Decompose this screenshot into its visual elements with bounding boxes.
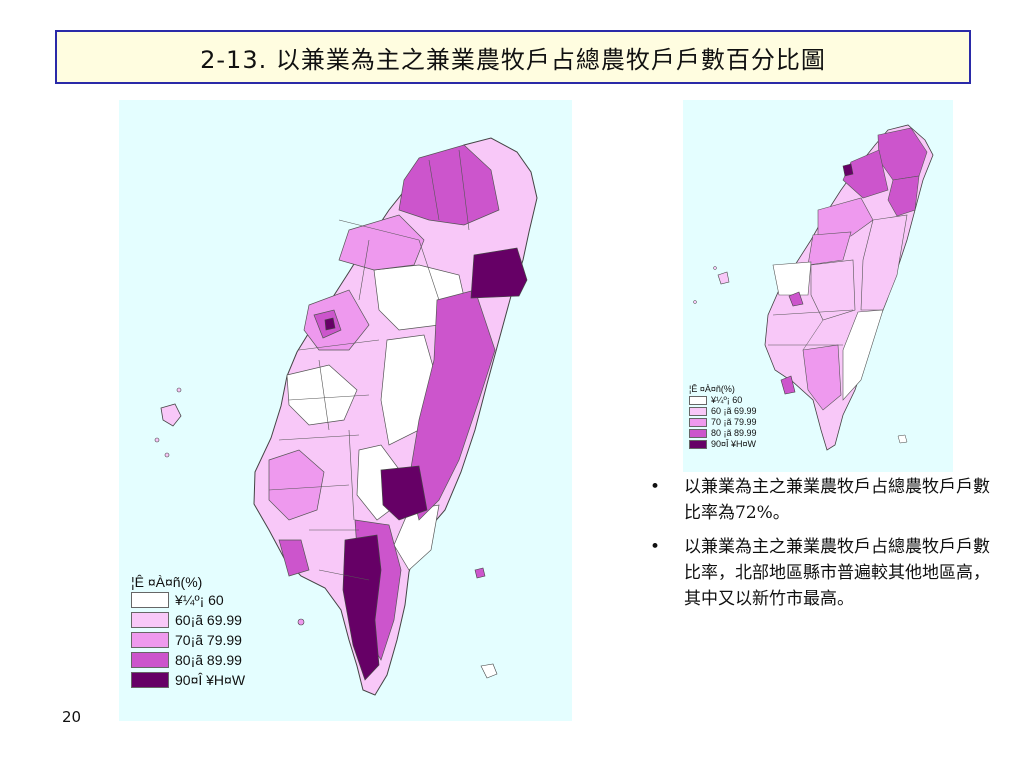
map-legend: ¦Ê ¤À¤ñ(%) ¥¼º¡ 60 60¡ã 69.99 70¡ã 79.99… <box>131 574 245 690</box>
legend-small-item: 70 ¡ã 79.99 <box>689 417 757 428</box>
legend-small-label: 60 ¡ã 69.99 <box>711 406 757 416</box>
legend-swatch <box>131 632 169 648</box>
slide-title: 2-13. 以兼業為主之兼業農牧戶占總農牧戶戶數百分比圖 <box>200 45 826 74</box>
orchid-small <box>897 434 908 444</box>
legend-small-label: 70 ¡ã 79.99 <box>711 417 757 427</box>
legend-label: 80¡ã 89.99 <box>175 652 242 668</box>
bullet-text: 以兼業為主之兼業農牧戶占總農牧戶戶數比率，北部地區縣市普遍較其他地區高，其中又以… <box>684 537 990 609</box>
region-north-70 <box>338 214 425 271</box>
bullet-dot: • <box>650 537 661 557</box>
county-map-legend: ¦Ê ¤À¤ñ(%) ¥¼º¡ 60 60 ¡ã 69.99 70 ¡ã 79.… <box>689 384 757 450</box>
title-box: 2-13. 以兼業為主之兼業農牧戶占總農牧戶戶數百分比圖 <box>55 30 971 84</box>
legend-swatch <box>131 652 169 668</box>
region-southwest-80 <box>278 539 310 577</box>
county-nantou <box>810 259 856 321</box>
orchid-island <box>480 663 498 679</box>
legend-title: ¦Ê ¤À¤ñ(%) <box>131 574 203 590</box>
penghu-islands <box>160 403 182 427</box>
legend-small-title: ¦Ê ¤À¤ñ(%) <box>689 384 735 394</box>
region-east-80 <box>408 289 496 521</box>
region-southwest-70 <box>268 449 325 521</box>
green-island <box>474 567 486 579</box>
county-taichung <box>807 231 852 266</box>
county-changhua-white <box>772 261 812 296</box>
county-lines-small <box>768 309 854 351</box>
islet-3 <box>164 452 170 458</box>
region-white-southeast <box>393 504 440 571</box>
region-central-90 <box>380 465 428 521</box>
legend-swatch <box>689 407 707 416</box>
legend-swatch <box>689 429 707 438</box>
legend-small-label: 90¤Î ¥H¤W <box>711 439 757 449</box>
legend-small-label: ¥¼º¡ 60 <box>711 395 743 405</box>
county-taitung-white <box>842 309 884 401</box>
county-pingtung-80 <box>780 375 796 395</box>
legend-small-item: 80 ¡ã 89.99 <box>689 428 757 439</box>
islet-small-2 <box>693 300 697 304</box>
county-kaohsiung <box>802 344 842 411</box>
legend-label: 90¤Î ¥H¤W <box>175 672 246 688</box>
county-chiayi-80 <box>788 291 804 307</box>
legend-item: 80¡ã 89.99 <box>131 650 245 670</box>
legend-swatch <box>131 592 169 608</box>
legend-small-item: 60 ¡ã 69.99 <box>689 406 757 417</box>
legend-item: 90¤Î ¥H¤W <box>131 670 245 690</box>
county-hsinchu-city <box>842 163 854 177</box>
bullet-item: • 以兼業為主之兼業農牧戶占總農牧戶戶數比率，北部地區縣市普遍較其他地區高，其中又… <box>650 534 990 612</box>
legend-item: 60¡ã 69.99 <box>131 610 245 630</box>
legend-label: 70¡ã 79.99 <box>175 632 242 648</box>
county-map: ¦Ê ¤À¤ñ(%) ¥¼º¡ 60 60 ¡ã 69.99 70 ¡ã 79.… <box>683 100 953 472</box>
bullet-text: 以兼業為主之兼業農牧戶占總農牧戶戶數比率為72%。 <box>684 477 990 523</box>
county-taoyuan <box>842 149 889 199</box>
islet-small-1 <box>713 266 717 270</box>
legend-swatch <box>131 612 169 628</box>
islet-2 <box>154 437 160 443</box>
penghu-small <box>717 271 730 285</box>
bullet-dot: • <box>650 477 661 497</box>
region-south-90 <box>342 534 382 681</box>
legend-swatch <box>689 440 707 449</box>
region-hsinchu-90 <box>324 317 336 331</box>
legend-small-label: 80 ¡ã 89.99 <box>711 428 757 438</box>
township-map: ¦Ê ¤À¤ñ(%) ¥¼º¡ 60 60¡ã 69.99 70¡ã 79.99… <box>119 100 572 721</box>
liuqiu-islet <box>297 618 305 626</box>
legend-label: ¥¼º¡ 60 <box>175 592 224 608</box>
legend-small-item: 90¤Î ¥H¤W <box>689 439 757 450</box>
legend-swatch <box>689 418 707 427</box>
region-white-southwest <box>286 364 358 426</box>
legend-swatch <box>689 396 707 405</box>
legend-item: 70¡ã 79.99 <box>131 630 245 650</box>
legend-item: ¥¼º¡ 60 <box>131 590 245 610</box>
legend-label: 60¡ã 69.99 <box>175 612 242 628</box>
bullet-list: • 以兼業為主之兼業農牧戶占總農牧戶戶數比率為72%。 • 以兼業為主之兼業農牧戶占… <box>650 474 990 620</box>
page-number: 20 <box>62 708 82 726</box>
legend-swatch <box>131 672 169 688</box>
bullet-item: • 以兼業為主之兼業農牧戶占總農牧戶戶數比率為72%。 <box>650 474 990 526</box>
region-yilan-90 <box>470 247 528 299</box>
islet-1 <box>176 387 182 393</box>
township-map-svg <box>154 137 538 696</box>
county-map-svg <box>693 124 934 451</box>
county-yilan <box>887 175 920 217</box>
legend-small-item: ¥¼º¡ 60 <box>689 395 757 406</box>
region-north-80 <box>398 144 500 226</box>
township-lines <box>268 149 470 581</box>
